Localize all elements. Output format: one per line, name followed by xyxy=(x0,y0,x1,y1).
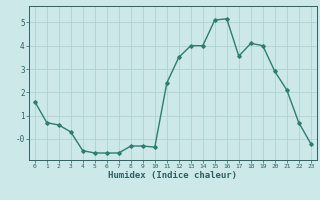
X-axis label: Humidex (Indice chaleur): Humidex (Indice chaleur) xyxy=(108,171,237,180)
